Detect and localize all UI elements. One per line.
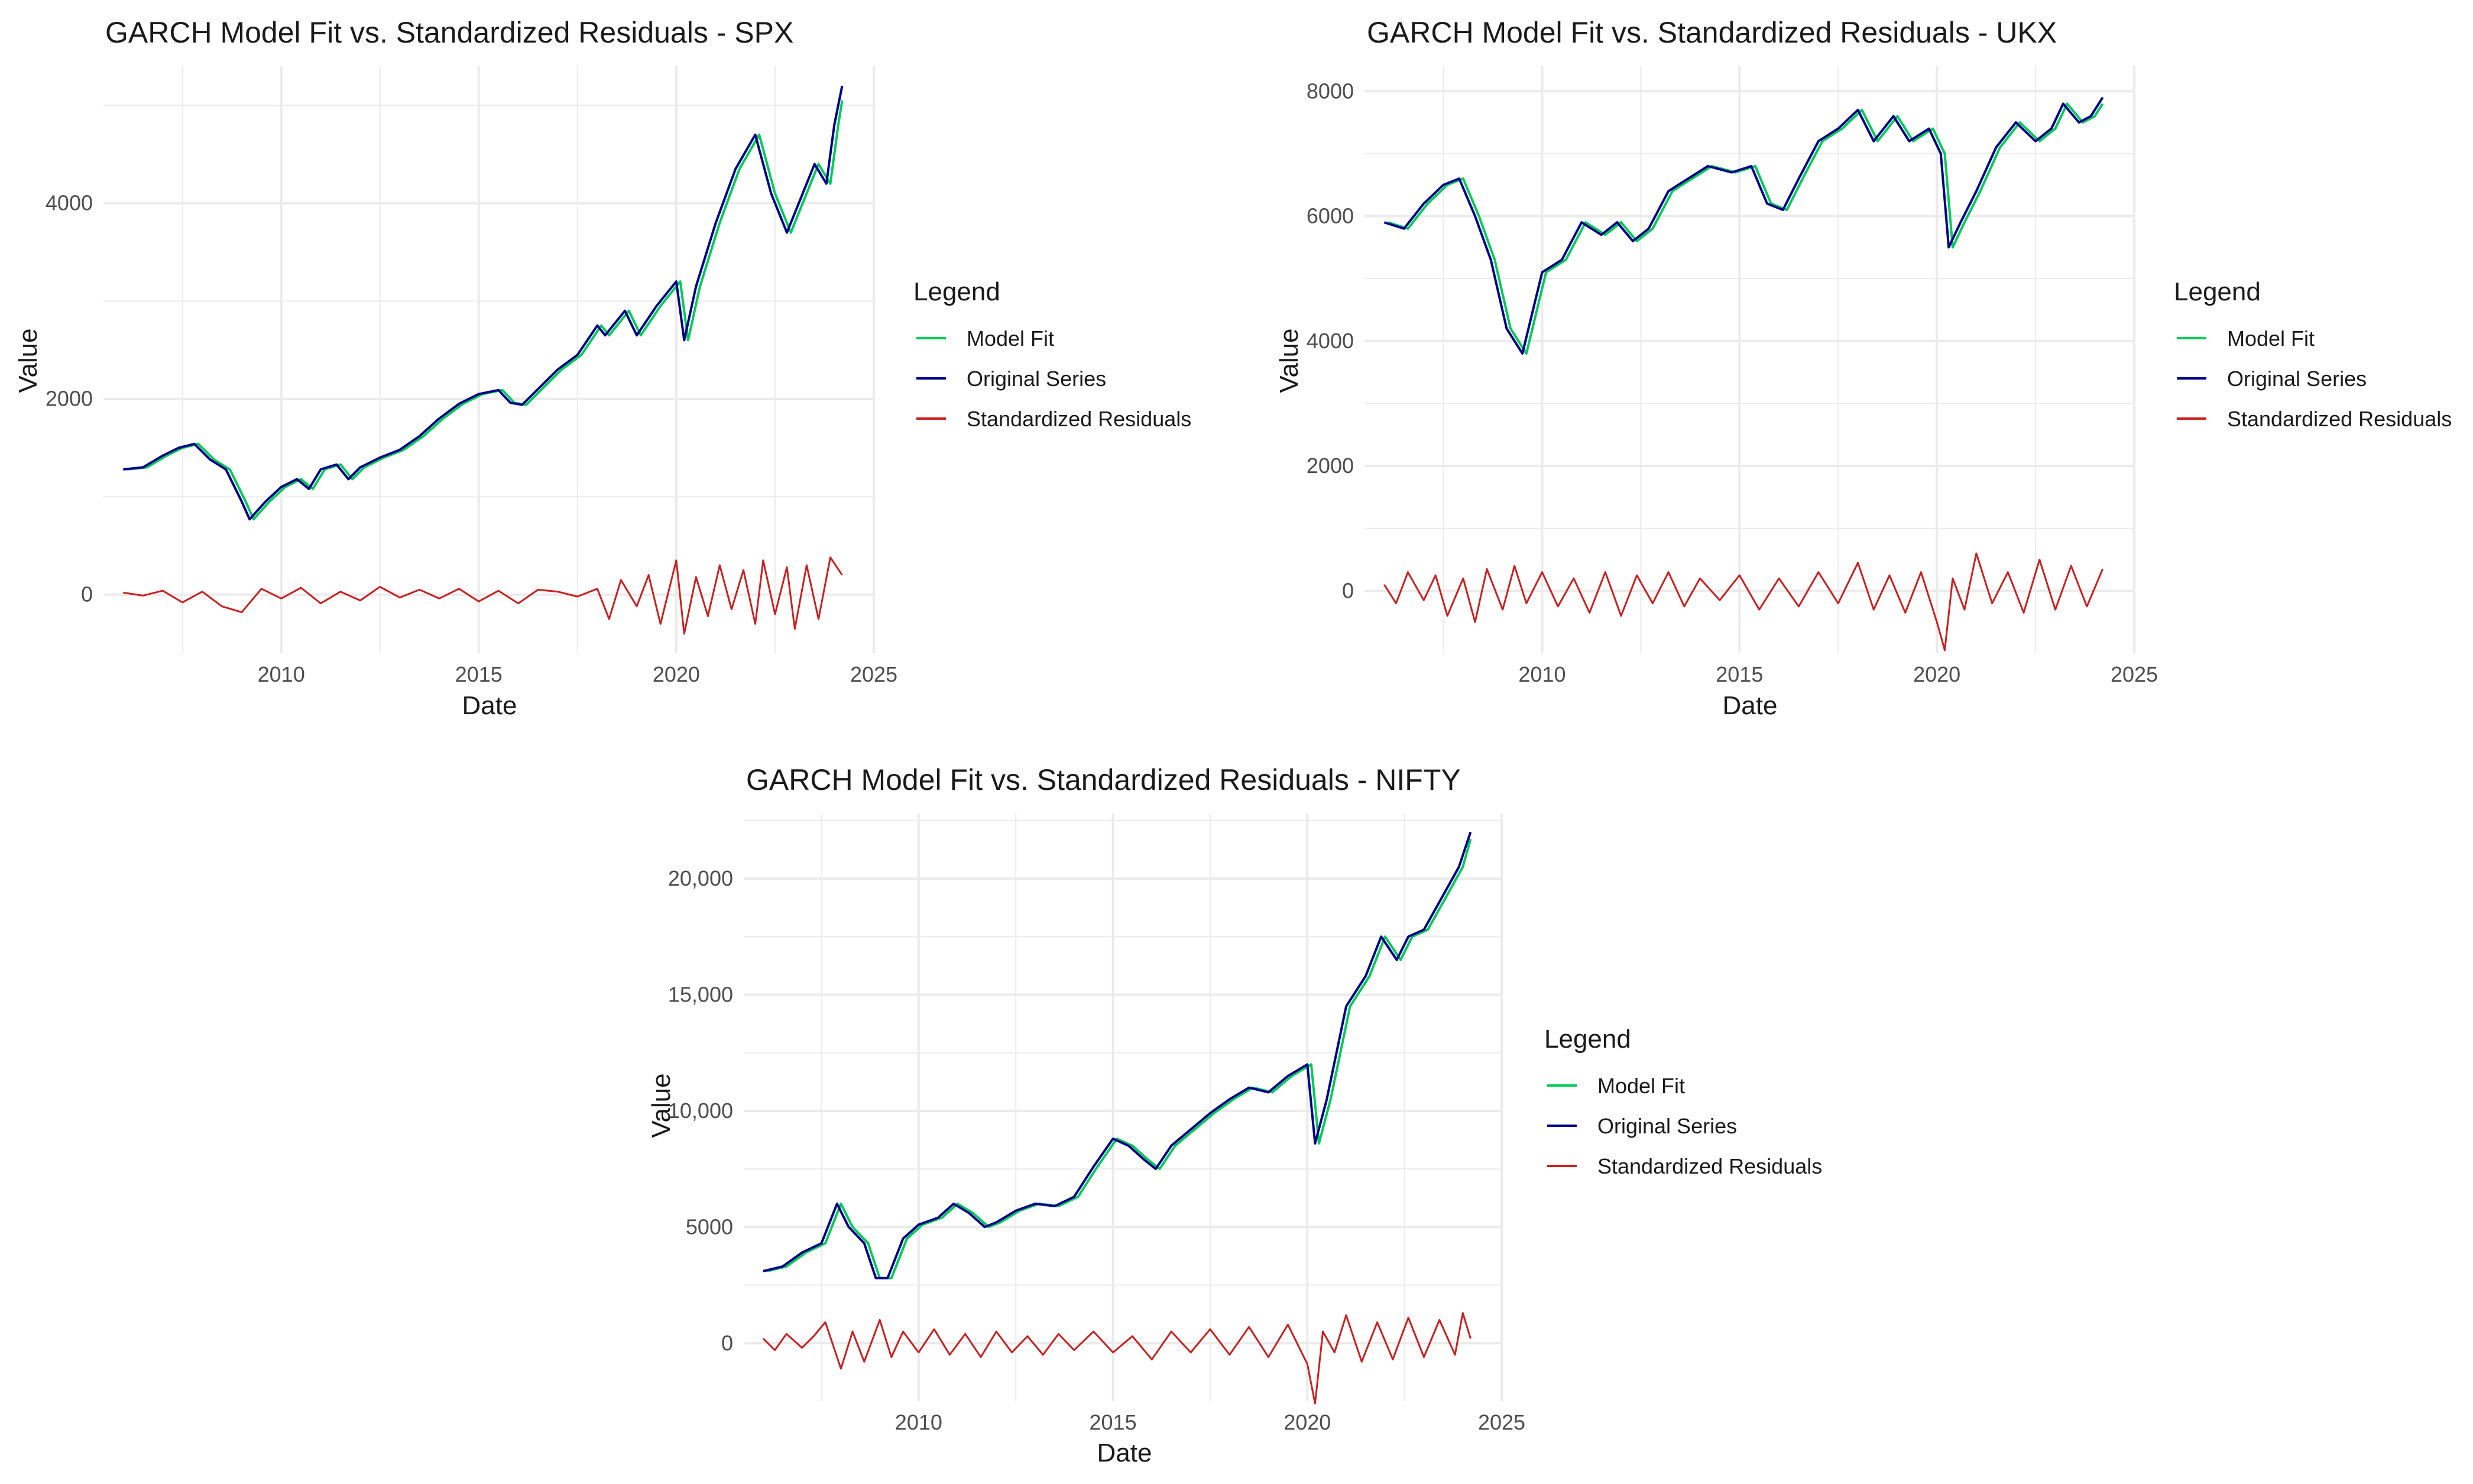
series-line-model-fit	[127, 100, 844, 521]
legend-title: Legend	[2174, 277, 2261, 306]
y-tick-labels: 0 2000 4000 6000 8000	[1307, 79, 1354, 602]
legend-label-model-fit: Model Fit	[2227, 326, 2315, 351]
legend-label-original-series: Original Series	[2227, 367, 2367, 391]
x-tick-label: 2020	[1284, 1410, 1331, 1434]
series-line-original-series	[763, 831, 1472, 1279]
legend-label-standardized-residuals: Standardized Residuals	[2227, 407, 2452, 431]
y-tick-label: 6000	[1307, 204, 1354, 228]
series-line-original-series	[1383, 96, 2104, 355]
x-axis-label: Date	[462, 691, 517, 720]
legend-label-model-fit: Model Fit	[967, 326, 1054, 351]
legend-label-standardized-residuals: Standardized Residuals	[1597, 1154, 1822, 1178]
series-lines	[762, 831, 1472, 1405]
y-tick-label: 0	[81, 582, 93, 607]
y-tick-label: 15,000	[668, 982, 733, 1006]
chart-title: GARCH Model Fit vs. Standardized Residua…	[746, 763, 1461, 796]
x-tick-label: 2010	[895, 1410, 942, 1434]
panel-spx: GARCH Model Fit vs. Standardized Residua…	[14, 16, 1191, 720]
y-tick-labels: 0 2000 4000	[46, 191, 93, 607]
y-tick-label: 0	[1342, 578, 1354, 602]
y-tick-label: 2000	[1307, 453, 1354, 478]
x-axis-label: Date	[1723, 691, 1778, 720]
x-tick-label: 2025	[850, 662, 897, 686]
x-tick-labels: 2010 2015 2020 2025	[258, 662, 897, 686]
x-tick-label: 2020	[653, 662, 700, 686]
x-tick-label: 2020	[1913, 662, 1960, 686]
series-line-original-series	[123, 85, 844, 521]
series-line-standardized-residuals	[123, 556, 843, 635]
y-tick-label: 5000	[686, 1214, 733, 1239]
panel-ukx: GARCH Model Fit vs. Standardized Residua…	[1275, 16, 2452, 720]
chart-title: GARCH Model Fit vs. Standardized Residua…	[1367, 16, 2057, 49]
x-tick-label: 2010	[258, 662, 305, 686]
y-tick-label: 2000	[46, 387, 93, 411]
y-tick-label: 10,000	[668, 1099, 733, 1123]
legend-label-original-series: Original Series	[1597, 1114, 1737, 1138]
legend-title: Legend	[1544, 1025, 1631, 1054]
y-tick-label: 20,000	[668, 866, 733, 890]
y-axis-label: Value	[1275, 328, 1304, 393]
legend: Legend Model Fit Original Series Standardi…	[2174, 277, 2452, 431]
series-lines	[123, 85, 844, 635]
x-tick-labels: 2010 2015 2020 2025	[1518, 662, 2158, 686]
series-line-standardized-residuals	[1383, 552, 2103, 652]
panel-nifty: GARCH Model Fit vs. Standardized Residua…	[647, 763, 1822, 1467]
x-tick-label: 2010	[1518, 662, 1566, 686]
legend-label-standardized-residuals: Standardized Residuals	[967, 407, 1191, 431]
legend-items: Model Fit Original Series Standardized Res…	[916, 326, 1191, 431]
x-tick-label: 2015	[455, 662, 503, 686]
grid	[744, 814, 1503, 1401]
legend-items: Model Fit Original Series Standardized Res…	[2177, 326, 2452, 431]
legend-label-original-series: Original Series	[967, 367, 1106, 391]
x-tick-label: 2025	[1478, 1410, 1525, 1434]
legend-label-model-fit: Model Fit	[1597, 1074, 1685, 1098]
x-axis-label: Date	[1097, 1438, 1152, 1467]
grid	[103, 66, 875, 653]
x-tick-labels: 2010 2015 2020 2025	[895, 1410, 1525, 1434]
x-tick-label: 2015	[1716, 662, 1763, 686]
y-tick-label: 0	[721, 1331, 733, 1355]
series-lines	[1383, 96, 2104, 652]
x-tick-label: 2015	[1090, 1410, 1137, 1434]
chart-title: GARCH Model Fit vs. Standardized Residua…	[105, 16, 793, 49]
series-line-standardized-residuals	[762, 1312, 1472, 1405]
grid	[1364, 66, 2135, 653]
series-line-model-fit	[766, 838, 1472, 1279]
y-tick-label: 8000	[1307, 79, 1354, 103]
series-line-model-fit	[1388, 102, 2104, 355]
y-axis-label: Value	[647, 1073, 676, 1138]
y-axis-label: Value	[14, 328, 43, 393]
legend-items: Model Fit Original Series Standardized Res…	[1547, 1074, 1822, 1178]
y-tick-label: 4000	[1307, 329, 1354, 353]
y-tick-label: 4000	[46, 191, 93, 215]
legend-title: Legend	[913, 277, 1000, 306]
legend: Legend Model Fit Original Series Standardi…	[1544, 1025, 1822, 1178]
y-tick-labels: 0 5000 10,000 15,000 20,000	[668, 866, 733, 1355]
x-tick-label: 2025	[2111, 662, 2158, 686]
legend: Legend Model Fit Original Series Standardi…	[913, 277, 1191, 431]
